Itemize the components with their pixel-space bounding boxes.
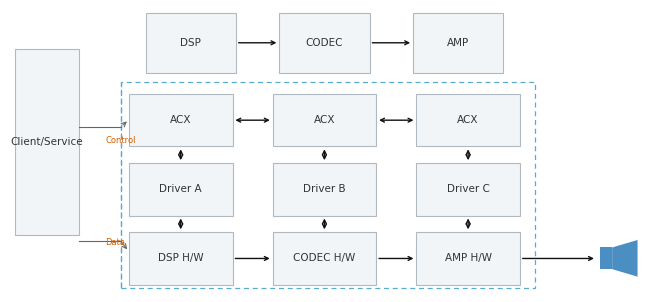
Text: ACX: ACX bbox=[313, 115, 335, 125]
Text: AMP: AMP bbox=[447, 38, 469, 48]
Bar bbox=[121, 82, 535, 288]
FancyBboxPatch shape bbox=[146, 13, 236, 73]
FancyBboxPatch shape bbox=[272, 94, 376, 146]
FancyBboxPatch shape bbox=[129, 163, 233, 216]
Text: DSP H/W: DSP H/W bbox=[158, 253, 203, 263]
Text: Client/Service: Client/Service bbox=[11, 137, 83, 147]
FancyBboxPatch shape bbox=[272, 232, 376, 285]
Text: Driver B: Driver B bbox=[303, 184, 346, 194]
FancyBboxPatch shape bbox=[416, 163, 520, 216]
FancyBboxPatch shape bbox=[416, 232, 520, 285]
Polygon shape bbox=[612, 240, 637, 277]
FancyBboxPatch shape bbox=[600, 248, 612, 269]
Text: AMP H/W: AMP H/W bbox=[445, 253, 492, 263]
Text: Driver A: Driver A bbox=[160, 184, 202, 194]
FancyBboxPatch shape bbox=[279, 13, 370, 73]
Text: CODEC H/W: CODEC H/W bbox=[293, 253, 356, 263]
FancyBboxPatch shape bbox=[15, 49, 79, 235]
Text: Driver C: Driver C bbox=[447, 184, 490, 194]
Text: DSP: DSP bbox=[180, 38, 201, 48]
FancyBboxPatch shape bbox=[416, 94, 520, 146]
FancyBboxPatch shape bbox=[129, 232, 233, 285]
Text: ACX: ACX bbox=[170, 115, 191, 125]
Text: CODEC: CODEC bbox=[306, 38, 343, 48]
Text: Control: Control bbox=[105, 136, 136, 145]
FancyBboxPatch shape bbox=[272, 163, 376, 216]
FancyBboxPatch shape bbox=[129, 94, 233, 146]
Text: ACX: ACX bbox=[458, 115, 479, 125]
FancyBboxPatch shape bbox=[413, 13, 503, 73]
Text: Data: Data bbox=[105, 238, 125, 247]
